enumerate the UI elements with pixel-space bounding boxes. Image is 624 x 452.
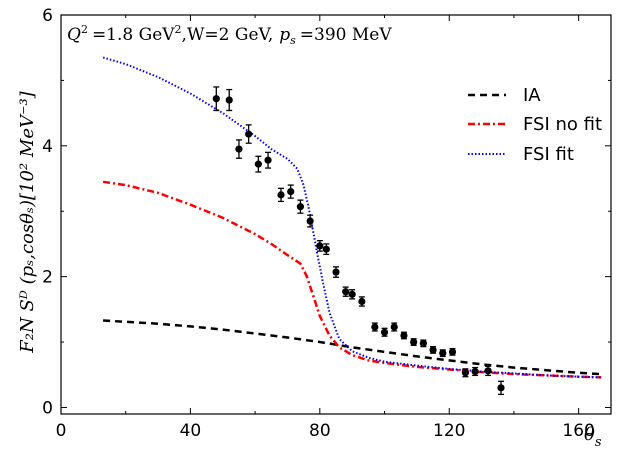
x-axis-label: θs [584,424,602,450]
curve-ia [103,319,602,376]
data-point [419,339,427,347]
data-point [316,242,324,250]
data-point [348,290,356,298]
legend-label-fsi-fit: FSI fit [523,144,574,165]
data-point [410,338,418,346]
data-points [212,86,505,396]
data-point [471,367,479,376]
data-point [390,323,398,331]
data-point [342,288,350,296]
data-point [448,348,457,356]
y-tick-label: 4 [42,137,53,157]
data-point [461,369,470,377]
y-axis-label: F₂N Sᴰ (pₛ,cosθₛ)[10² MeV⁻³] [17,90,38,353]
data-point [332,268,340,276]
plot-frame [60,14,612,415]
y-tick-label: 2 [42,268,53,288]
data-point [225,96,233,104]
kinematics-annotation: Q2 =1.8 GeV2,W=2 GeV, ps =390 MeV [67,23,392,47]
data-point [358,297,366,306]
data-point [400,331,408,340]
x-tick-label: 120 [433,421,465,441]
data-point [322,245,330,253]
x-tick-label: 160 [562,421,594,441]
data-point [235,145,243,153]
data-point [497,384,505,392]
axis-ticks: 0 40 80 120 160 0 2 4 6 [42,6,611,441]
data-point [277,191,285,199]
data-point [212,95,220,103]
x-tick-label: 40 [180,421,202,441]
data-point [429,346,437,354]
data-point [306,217,314,225]
data-point [245,130,253,138]
data-point [296,203,305,211]
legend-label-fsi-no-fit: FSI no fit [523,114,602,135]
data-point [264,156,272,164]
y-tick-label: 0 [42,398,53,418]
curve-fsi-fit [102,56,602,379]
data-point [484,367,492,375]
legend-label-ia: IA [523,85,541,106]
data-point [439,349,447,357]
data-point [254,160,262,168]
curve-fsi-no-fit [102,180,602,379]
data-point [380,328,389,336]
data-point [371,323,379,331]
x-tick-label: 80 [309,421,331,441]
legend: IA FSI no fit FSI fit [468,85,602,165]
data-point [287,188,295,196]
y-tick-label: 6 [42,6,53,26]
x-tick-label: 0 [56,421,67,441]
